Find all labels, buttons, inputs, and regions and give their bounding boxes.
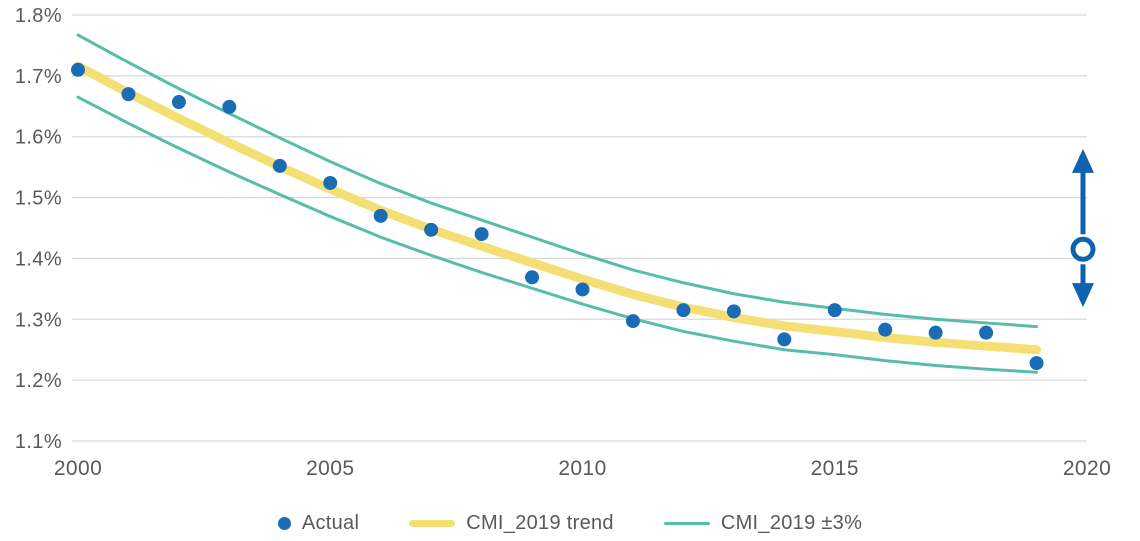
legend-item-trend: CMI_2019 trend — [409, 512, 614, 535]
actual-point — [625, 314, 640, 329]
y-tick-label: 1.4% — [15, 248, 62, 270]
lower-band-line — [76, 95, 1039, 374]
actual-point — [222, 99, 237, 114]
upper-band-line — [76, 33, 1039, 329]
actual-point — [979, 325, 994, 340]
actual-point — [1029, 356, 1044, 371]
legend-label-actual: Actual — [301, 511, 360, 534]
actual-point — [726, 304, 741, 319]
y-tick-label: 1.6% — [15, 127, 62, 149]
legend-item-band: CMI_2019 ±3% — [663, 511, 863, 535]
y-tick-label: 1.1% — [15, 431, 62, 453]
actual-point — [928, 325, 943, 340]
legend-label-trend: CMI_2019 trend — [466, 511, 614, 534]
x-tick-label: 2005 — [306, 457, 354, 480]
actual-point — [272, 158, 287, 173]
range-arrow-marker — [1070, 236, 1096, 262]
y-tick-label: 1.3% — [15, 309, 62, 331]
actual-point — [373, 208, 388, 223]
actual-point — [827, 303, 842, 318]
legend-thick-line-swatch — [409, 519, 456, 527]
y-tick-label: 1.8% — [15, 5, 62, 27]
actual-point — [575, 282, 590, 297]
y-tick-label: 1.7% — [15, 66, 62, 88]
actual-point — [323, 175, 338, 190]
actual-point — [676, 303, 691, 318]
actual-point — [525, 270, 540, 285]
range-arrow-up-head — [1072, 148, 1094, 173]
legend-dot-swatch — [277, 516, 291, 530]
range-arrow-down-head — [1072, 283, 1094, 308]
legend-thin-line-swatch — [663, 521, 710, 525]
x-tick-label: 2020 — [1063, 457, 1111, 480]
actual-point — [777, 332, 792, 347]
x-tick-label: 2010 — [558, 457, 606, 480]
x-tick-label: 2015 — [811, 457, 859, 480]
actual-point — [474, 227, 489, 242]
y-tick-label: 1.5% — [15, 188, 62, 210]
legend-item-actual: Actual — [277, 511, 360, 535]
actual-point — [878, 322, 893, 337]
actual-point — [71, 62, 85, 77]
x-tick-label: 2000 — [54, 457, 102, 480]
chart-legend: Actual CMI_2019 trend CMI_2019 ±3% — [0, 495, 1140, 541]
legend-label-band: CMI_2019 ±3% — [720, 511, 863, 534]
actual-point — [424, 222, 439, 237]
actual-point — [171, 95, 186, 110]
y-tick-label: 1.2% — [15, 370, 62, 392]
actual-point — [121, 87, 136, 102]
chart-canvas: 1.8% 1.7% 1.6% 1.5% 1.4% 1.3% 1.2% 1.1% 2000 2005… — [15, 5, 1111, 480]
trend-line — [73, 61, 1042, 355]
